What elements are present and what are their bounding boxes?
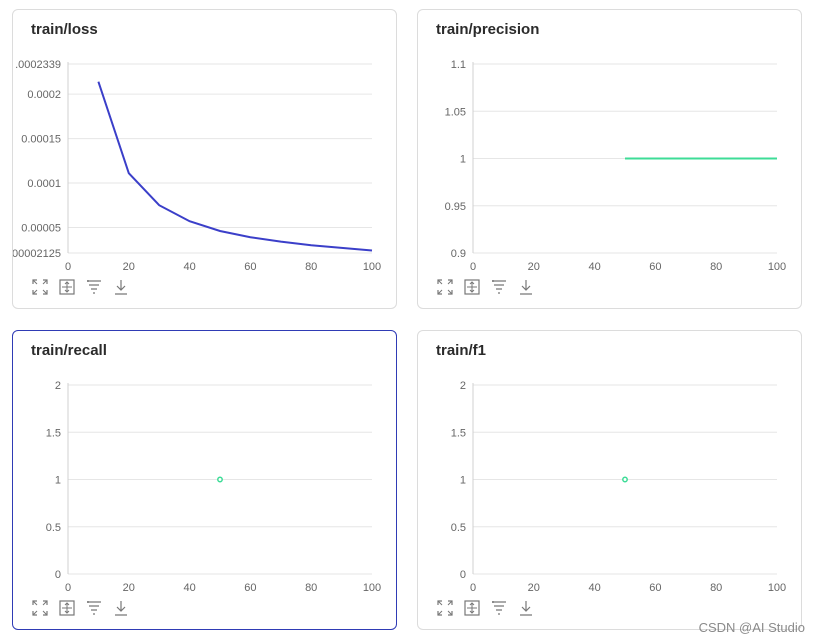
data-point — [217, 476, 223, 483]
x-tick-label: 60 — [244, 582, 256, 594]
y-tick-label: 0 — [460, 569, 466, 581]
y-tick-label: 0.95 — [445, 201, 466, 213]
y-tick-label: 2 — [55, 380, 61, 392]
precision-chart[interactable]: 1.1 1.05 1 0.95 0.9 0 20 40 60 80 100 — [418, 10, 803, 278]
x-tick-label: 40 — [588, 582, 600, 594]
filter-icon[interactable] — [85, 599, 103, 617]
x-tick-label: 100 — [363, 261, 381, 273]
x-tick-label: 80 — [710, 582, 722, 594]
chart-title: train/f1 — [436, 342, 487, 359]
recall-chart[interactable]: 2 1.5 1 0.5 00 20 40 60 80 100 — [13, 331, 398, 599]
expand-icon[interactable] — [436, 599, 454, 617]
x-tick-label: 100 — [768, 582, 786, 594]
f1-chart[interactable]: 2 1.5 1 0.5 00 20 40 60 80 100 — [418, 331, 803, 599]
x-tick-label: 60 — [244, 261, 256, 273]
y-tick-label: 0.0002 — [27, 89, 61, 101]
y-tick-label: 0.5 — [451, 522, 466, 534]
x-tick-label: 0 — [65, 582, 71, 594]
x-tick-label: 20 — [528, 261, 540, 273]
download-icon[interactable] — [517, 599, 535, 617]
x-tick-label: 100 — [768, 261, 786, 273]
x-tick-label: 80 — [710, 261, 722, 273]
x-tick-label: 0 — [65, 261, 71, 273]
y-tick-label: 1 — [460, 475, 466, 487]
y-tick-label: 0.5 — [46, 522, 61, 534]
y-tick-label: 2 — [460, 380, 466, 392]
y-tick-label: 1 — [460, 154, 466, 166]
x-tick-label: 80 — [305, 582, 317, 594]
fit-icon[interactable] — [463, 278, 481, 296]
filter-icon[interactable] — [85, 278, 103, 296]
chart-toolbar — [31, 278, 130, 296]
x-tick-label: 100 — [363, 582, 381, 594]
chart-card-recall[interactable]: train/recall 2 1.5 1 0.5 0 0 20 40 60 80 100 — [12, 330, 397, 630]
x-tick-label: 40 — [183, 582, 195, 594]
chart-toolbar — [436, 278, 535, 296]
y-tick-label: 1.5 — [451, 427, 466, 439]
x-tick-label: 20 — [123, 582, 135, 594]
y-tick-label: 1.5 — [46, 427, 61, 439]
chart-toolbar — [436, 599, 535, 617]
fit-icon[interactable] — [58, 278, 76, 296]
y-tick-label: 0.00005 — [21, 222, 61, 234]
x-tick-label: 0 — [470, 261, 476, 273]
y-tick-label: 1.05 — [445, 106, 466, 118]
x-tick-label: 60 — [649, 261, 661, 273]
chart-title: train/precision — [436, 21, 540, 38]
x-tick-label: 60 — [649, 582, 661, 594]
y-tick-label: 0.00015 — [21, 134, 61, 146]
download-icon[interactable] — [112, 278, 130, 296]
fit-icon[interactable] — [58, 599, 76, 617]
chart-title: train/loss — [31, 21, 98, 38]
loss-chart[interactable]: .0002339 0.0002 0.00015 0.0001 0.00005 .00002… — [13, 10, 398, 278]
y-tick-label: 0.9 — [451, 248, 466, 260]
x-tick-label: 80 — [305, 261, 317, 273]
chart-card-loss[interactable]: train/loss .0002339 0.0002 0.00015 0.0001 0.… — [12, 9, 397, 309]
x-tick-label: 20 — [528, 582, 540, 594]
expand-icon[interactable] — [436, 278, 454, 296]
y-tick-label: .0002339 — [15, 59, 61, 71]
filter-icon[interactable] — [490, 599, 508, 617]
x-tick-label: 0 — [470, 582, 476, 594]
y-tick-label: .00002125 — [13, 248, 61, 260]
x-tick-label: 40 — [183, 261, 195, 273]
x-tick-label: 20 — [123, 261, 135, 273]
fit-icon[interactable] — [463, 599, 481, 617]
y-tick-label: 1.1 — [451, 59, 466, 71]
chart-card-f1[interactable]: train/f1 2 1.5 1 0.5 0 0 20 40 60 80 100 — [417, 330, 802, 630]
download-icon[interactable] — [517, 278, 535, 296]
chart-title: train/recall — [31, 342, 107, 359]
x-tick-label: 40 — [588, 261, 600, 273]
chart-card-precision[interactable]: train/precision 1.1 1.05 1 0.95 0.9 0 20 40 60 80… — [417, 9, 802, 309]
y-tick-label: 1 — [55, 475, 61, 487]
chart-toolbar — [31, 599, 130, 617]
y-tick-label: 0 — [55, 569, 61, 581]
download-icon[interactable] — [112, 599, 130, 617]
expand-icon[interactable] — [31, 599, 49, 617]
expand-icon[interactable] — [31, 278, 49, 296]
data-point — [622, 476, 628, 483]
series-line — [97, 81, 373, 252]
filter-icon[interactable] — [490, 278, 508, 296]
y-tick-label: 0.0001 — [27, 178, 61, 190]
watermark: CSDN @AI Studio — [698, 620, 805, 635]
